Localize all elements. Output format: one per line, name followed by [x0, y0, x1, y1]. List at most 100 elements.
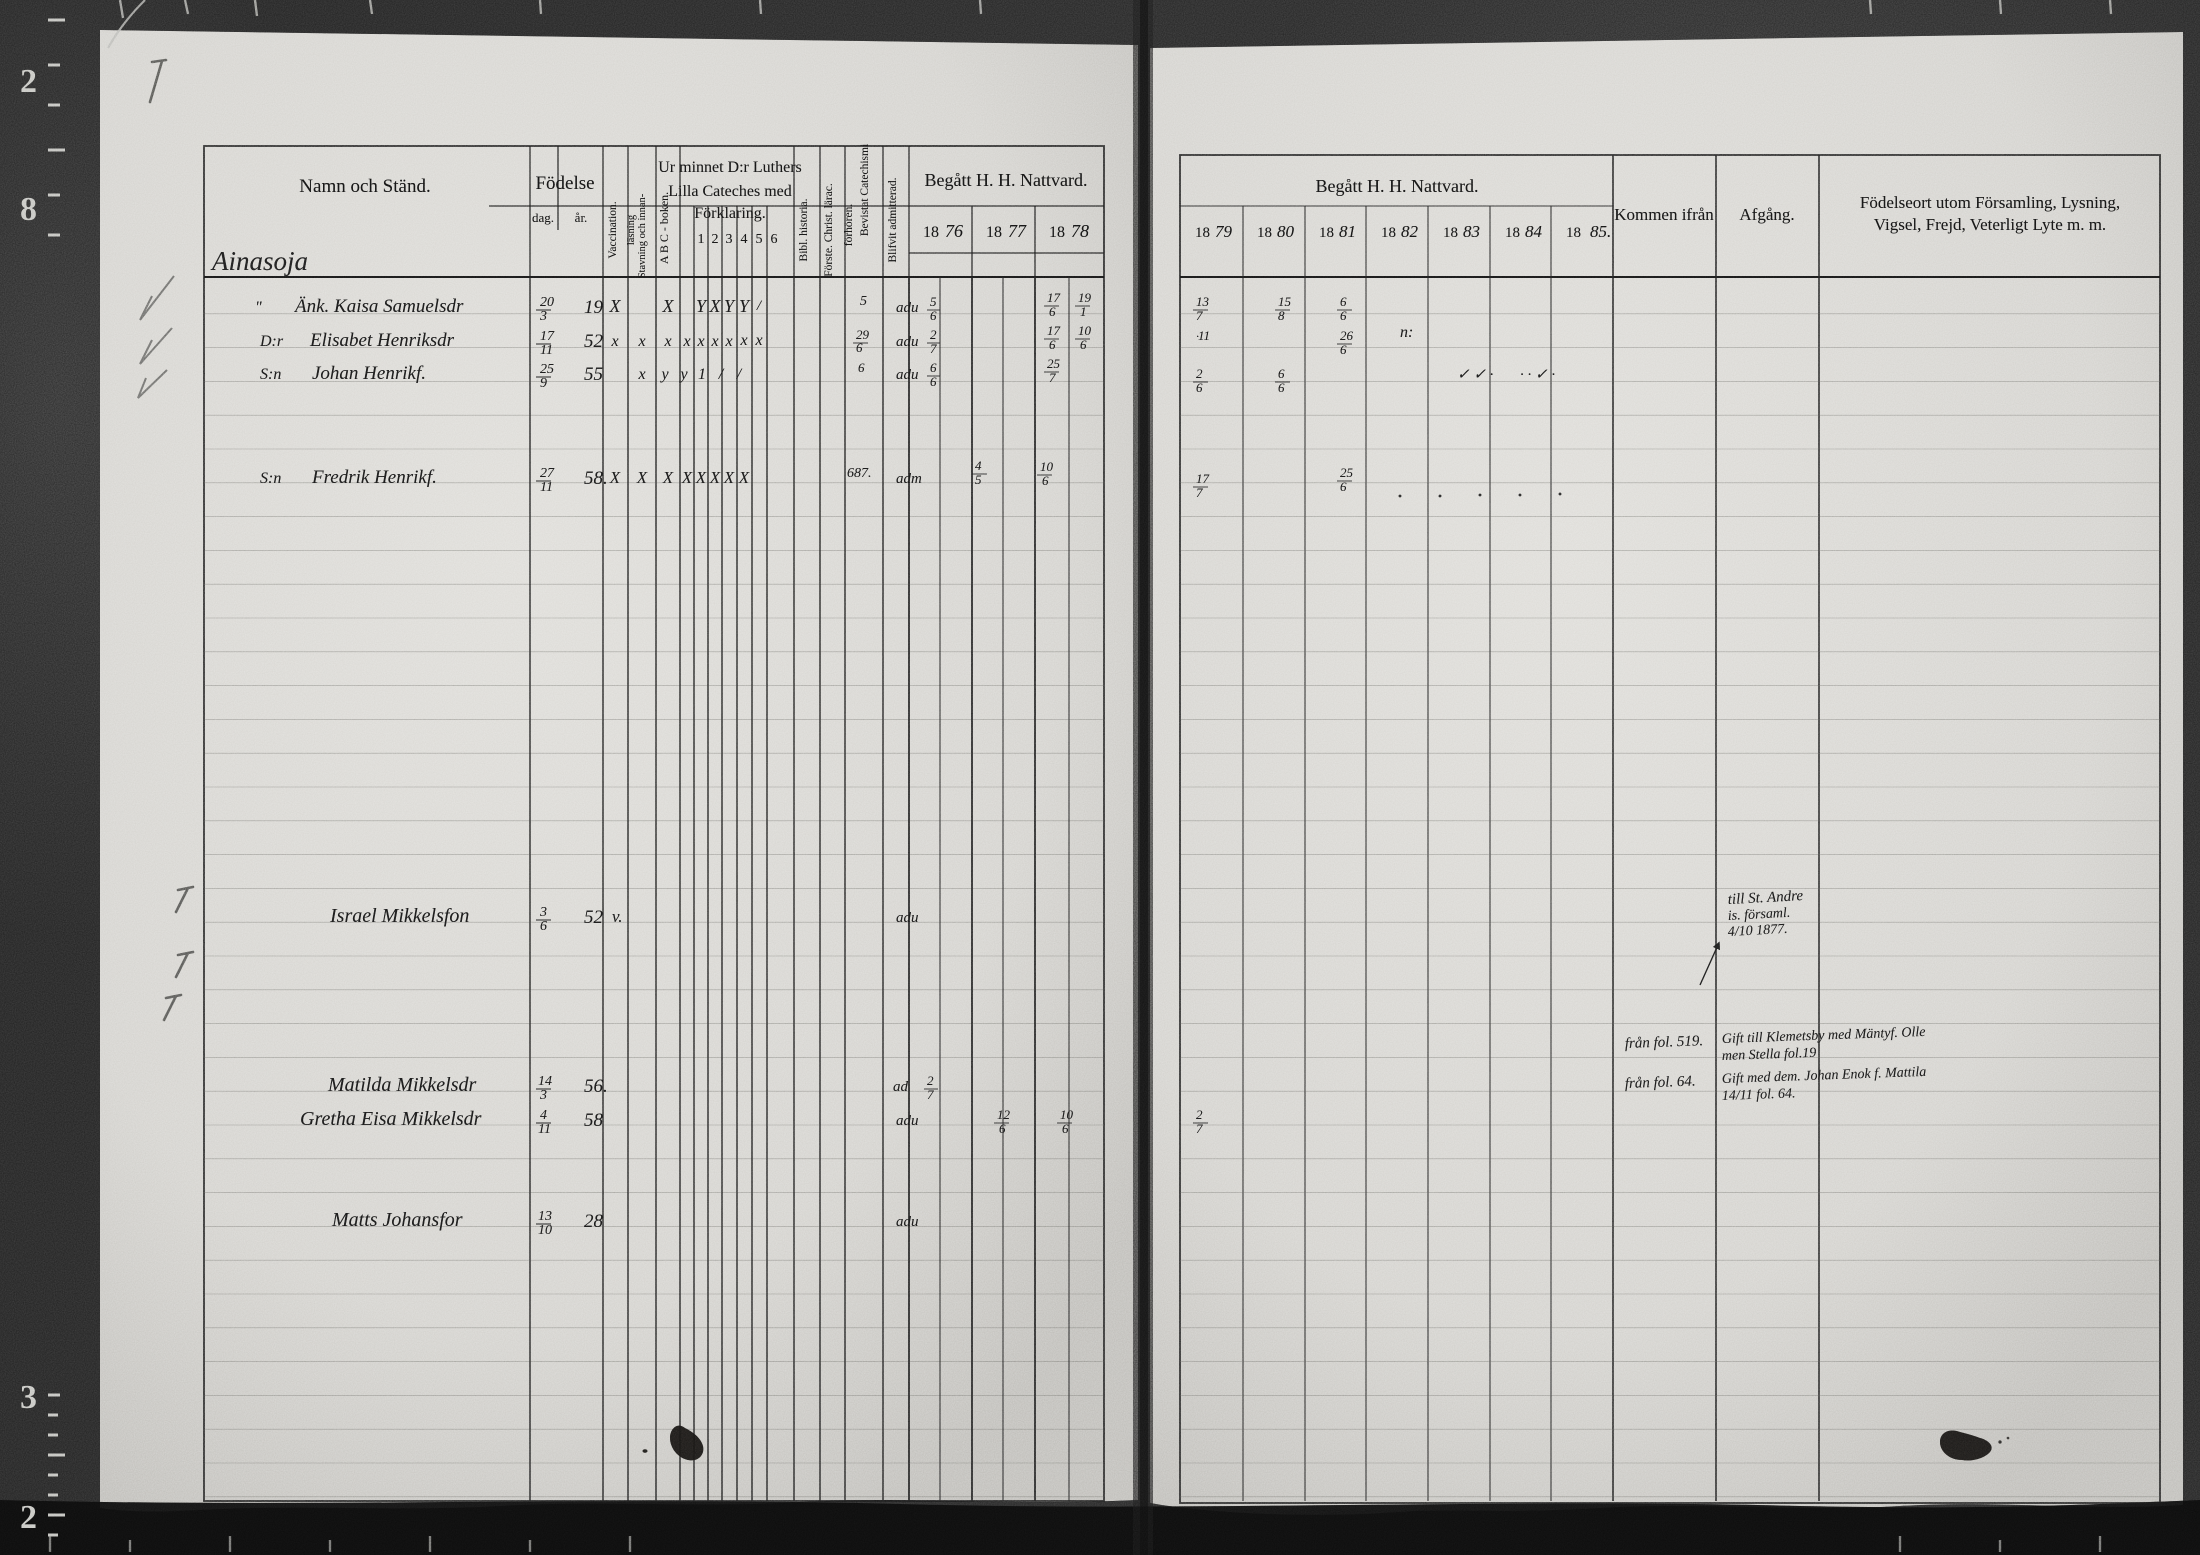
svg-text:11: 11	[540, 343, 553, 358]
svg-text:adu: adu	[896, 1113, 919, 1129]
svg-text:687.: 687.	[847, 466, 872, 481]
svg-text:år.: år.	[575, 210, 588, 225]
svg-text:17: 17	[540, 329, 555, 344]
svg-text:10: 10	[538, 1223, 552, 1238]
svg-text:Födelse: Födelse	[535, 173, 594, 194]
svg-text:10: 10	[1040, 459, 1054, 474]
svg-text:A B C - boken.: A B C - boken.	[657, 192, 671, 264]
svg-text:Johan Henrikf.: Johan Henrikf.	[312, 363, 426, 384]
svg-text:n:: n:	[1400, 324, 1413, 341]
svg-text:Ur minnet D:r Luthers: Ur minnet D:r Luthers	[658, 159, 802, 176]
svg-text:X: X	[662, 296, 675, 316]
svg-text:X: X	[662, 468, 674, 487]
svg-text:10: 10	[1078, 323, 1092, 338]
svg-text:3: 3	[539, 1088, 547, 1103]
svg-text:8: 8	[20, 191, 37, 228]
svg-text:52: 52	[584, 331, 604, 352]
svg-text:14/11 fol. 64.: 14/11 fol. 64.	[1722, 1086, 1796, 1104]
svg-text:3: 3	[539, 905, 547, 920]
svg-text:19: 19	[1078, 290, 1092, 305]
svg-text:Elisabet Henriksdr: Elisabet Henriksdr	[309, 330, 455, 351]
svg-text:Namn och Ständ.: Namn och Ständ.	[299, 176, 430, 197]
svg-text:18: 18	[923, 224, 939, 241]
svg-text:Matts Johansfor: Matts Johansfor	[331, 1209, 463, 1231]
svg-text:X: X	[738, 468, 750, 487]
svg-text:Afgång.: Afgång.	[1739, 205, 1794, 224]
svg-text:4: 4	[540, 1108, 547, 1123]
svg-text:3: 3	[726, 232, 733, 247]
svg-text:6: 6	[1340, 294, 1347, 309]
svg-text:v.: v.	[612, 907, 623, 926]
svg-text:77: 77	[1008, 221, 1027, 241]
svg-text:13: 13	[538, 1209, 552, 1224]
svg-text:adu: adu	[896, 300, 919, 316]
svg-text:5: 5	[930, 294, 937, 309]
svg-text:X: X	[709, 296, 722, 316]
svg-text:5: 5	[756, 232, 763, 247]
svg-text:förhören.: förhören.	[843, 204, 855, 247]
svg-text:S:n: S:n	[260, 470, 281, 487]
svg-text:2: 2	[20, 1499, 37, 1536]
svg-text:3: 3	[20, 1379, 37, 1416]
svg-text:x: x	[610, 333, 618, 350]
svg-text:4: 4	[741, 232, 748, 247]
svg-text:X: X	[609, 296, 622, 316]
svg-text:2: 2	[1196, 366, 1203, 381]
svg-text:Gretha Eisa Mikkelsdr: Gretha Eisa Mikkelsdr	[300, 1108, 482, 1130]
svg-text:X: X	[636, 468, 648, 487]
svg-text:18: 18	[1443, 225, 1458, 241]
svg-text:6: 6	[858, 360, 865, 375]
svg-text:20: 20	[540, 295, 554, 310]
svg-text:85.: 85.	[1590, 222, 1611, 241]
svg-text:11: 11	[1198, 328, 1210, 343]
svg-text:Kommen ifrån: Kommen ifrån	[1614, 205, 1714, 224]
svg-text:· · ✓ ·: · · ✓ ·	[1520, 367, 1555, 383]
svg-text:18: 18	[1381, 225, 1396, 241]
svg-text:1: 1	[698, 232, 705, 247]
svg-text:läsning: läsning	[626, 214, 637, 245]
svg-text:D:r: D:r	[259, 333, 284, 350]
svg-text:2: 2	[927, 1073, 934, 1088]
svg-text:x: x	[663, 333, 671, 350]
svg-text:adu: adu	[896, 910, 919, 926]
svg-text:11: 11	[538, 1122, 551, 1137]
svg-text:17: 17	[1047, 290, 1061, 305]
svg-text:81: 81	[1339, 222, 1356, 241]
svg-text:25: 25	[540, 362, 554, 377]
svg-text:18: 18	[1049, 224, 1065, 241]
svg-text:78: 78	[1071, 221, 1089, 241]
svg-text:55: 55	[584, 364, 603, 385]
svg-text:Matilda Mikkelsdr: Matilda Mikkelsdr	[327, 1074, 477, 1096]
svg-text:Födelseort utom Församling, Ly: Födelseort utom Församling, Lysning,	[1860, 193, 2120, 212]
svg-text:13: 13	[1196, 294, 1210, 309]
svg-text:18: 18	[1505, 225, 1520, 241]
svg-text:10: 10	[1060, 1107, 1074, 1122]
svg-text:adu: adu	[896, 1214, 919, 1230]
svg-text:12: 12	[997, 1107, 1011, 1122]
svg-text:6: 6	[856, 340, 863, 355]
svg-text:från fol. 64.: från fol. 64.	[1625, 1074, 1696, 1092]
svg-text:2: 2	[712, 232, 719, 247]
svg-text:3: 3	[539, 309, 547, 324]
svg-text:adu: adu	[896, 367, 919, 383]
svg-text:52: 52	[584, 907, 604, 928]
svg-text:Förklaring.: Förklaring.	[694, 205, 766, 222]
svg-text:11: 11	[540, 480, 553, 495]
svg-text:82: 82	[1401, 222, 1419, 241]
svg-text:S:n: S:n	[260, 366, 281, 383]
svg-text:4: 4	[975, 458, 982, 473]
svg-text:x: x	[710, 333, 718, 350]
svg-text:18: 18	[1319, 225, 1334, 241]
svg-text:6: 6	[930, 360, 937, 375]
svg-text:Ainasoja: Ainasoja	[210, 246, 308, 276]
svg-text:x: x	[724, 333, 732, 350]
svg-text:28: 28	[584, 1211, 604, 1232]
svg-text:X: X	[709, 468, 721, 487]
svg-text:56.: 56.	[584, 1076, 608, 1097]
svg-text:18: 18	[1195, 225, 1210, 241]
svg-text:25: 25	[1047, 356, 1061, 371]
svg-text:4/10 1877.: 4/10 1877.	[1727, 922, 1788, 940]
svg-text:från fol. 519.: från fol. 519.	[1625, 1033, 1704, 1052]
svg-text:58.: 58.	[584, 468, 608, 489]
svg-text:x: x	[696, 333, 704, 350]
